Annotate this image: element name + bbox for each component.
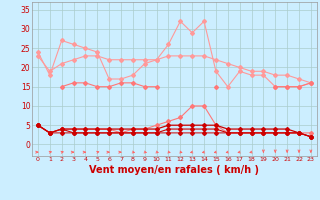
X-axis label: Vent moyen/en rafales ( km/h ): Vent moyen/en rafales ( km/h ): [89, 165, 260, 175]
